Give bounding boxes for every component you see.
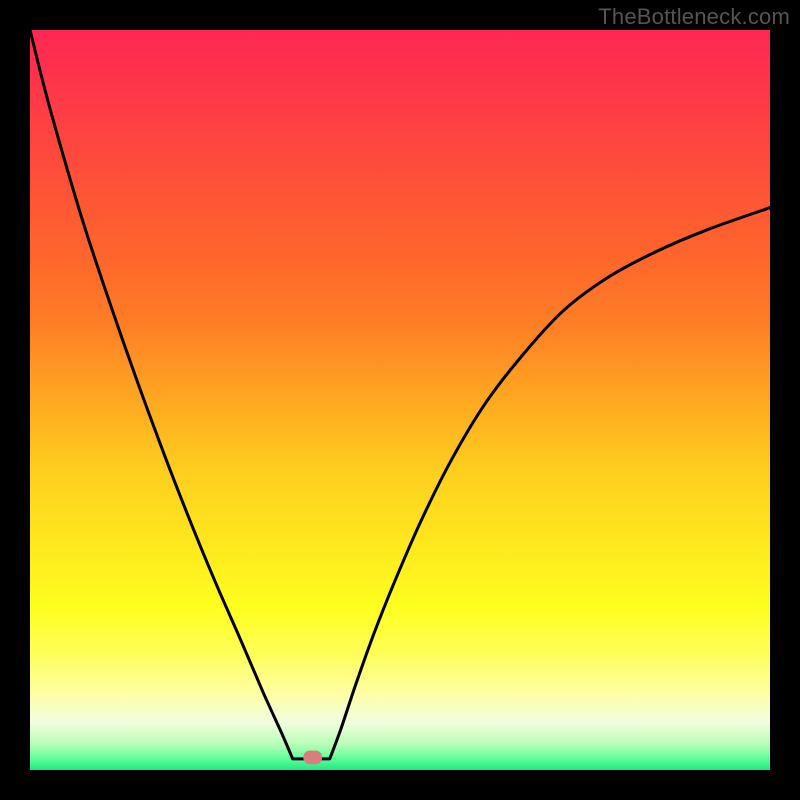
- chart-outer: TheBottleneck.com: [0, 0, 800, 800]
- plot-area: [30, 30, 770, 770]
- gradient-background: [30, 30, 770, 770]
- bottleneck-curve-chart: [30, 30, 770, 770]
- watermark-text: TheBottleneck.com: [598, 4, 790, 30]
- optimum-marker: [304, 751, 322, 764]
